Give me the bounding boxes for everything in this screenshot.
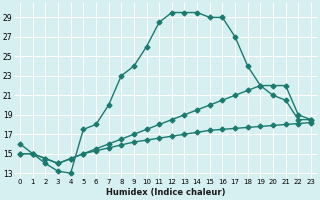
X-axis label: Humidex (Indice chaleur): Humidex (Indice chaleur) xyxy=(106,188,225,197)
